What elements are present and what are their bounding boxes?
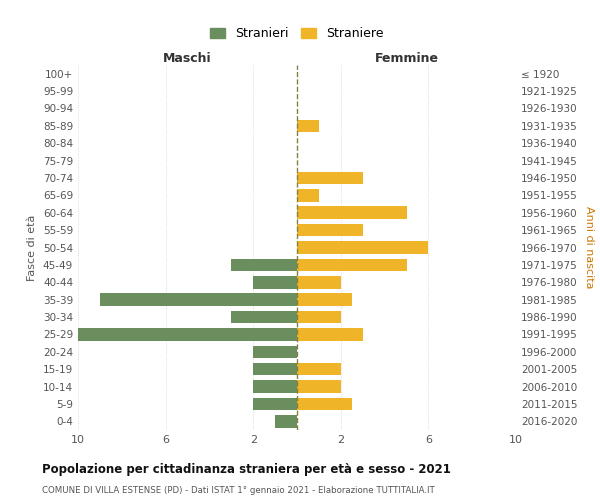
Bar [297,120,319,132]
Text: Popolazione per cittadinanza straniera per età e sesso - 2021: Popolazione per cittadinanza straniera p… [42,462,451,475]
Text: Femmine: Femmine [374,52,439,65]
Legend: Stranieri, Straniere: Stranieri, Straniere [210,28,384,40]
Text: COMUNE DI VILLA ESTENSE (PD) - Dati ISTAT 1° gennaio 2021 - Elaborazione TUTTITA: COMUNE DI VILLA ESTENSE (PD) - Dati ISTA… [42,486,435,495]
Bar [253,276,297,288]
Bar [78,328,297,340]
Bar [297,241,428,254]
Bar [232,258,297,271]
Bar [297,224,362,236]
Bar [297,172,362,184]
Y-axis label: Anni di nascita: Anni di nascita [584,206,594,289]
Bar [253,380,297,393]
Bar [297,363,341,376]
Y-axis label: Fasce di età: Fasce di età [28,214,37,280]
Bar [297,258,407,271]
Bar [297,276,341,288]
Bar [297,380,341,393]
Bar [297,398,352,410]
Bar [297,311,341,324]
Bar [297,206,407,219]
Bar [297,294,352,306]
Bar [297,189,319,202]
Bar [232,311,297,324]
Text: Maschi: Maschi [163,52,212,65]
Bar [253,398,297,410]
Bar [253,346,297,358]
Bar [297,328,362,340]
Bar [253,363,297,376]
Bar [100,294,297,306]
Bar [275,415,297,428]
